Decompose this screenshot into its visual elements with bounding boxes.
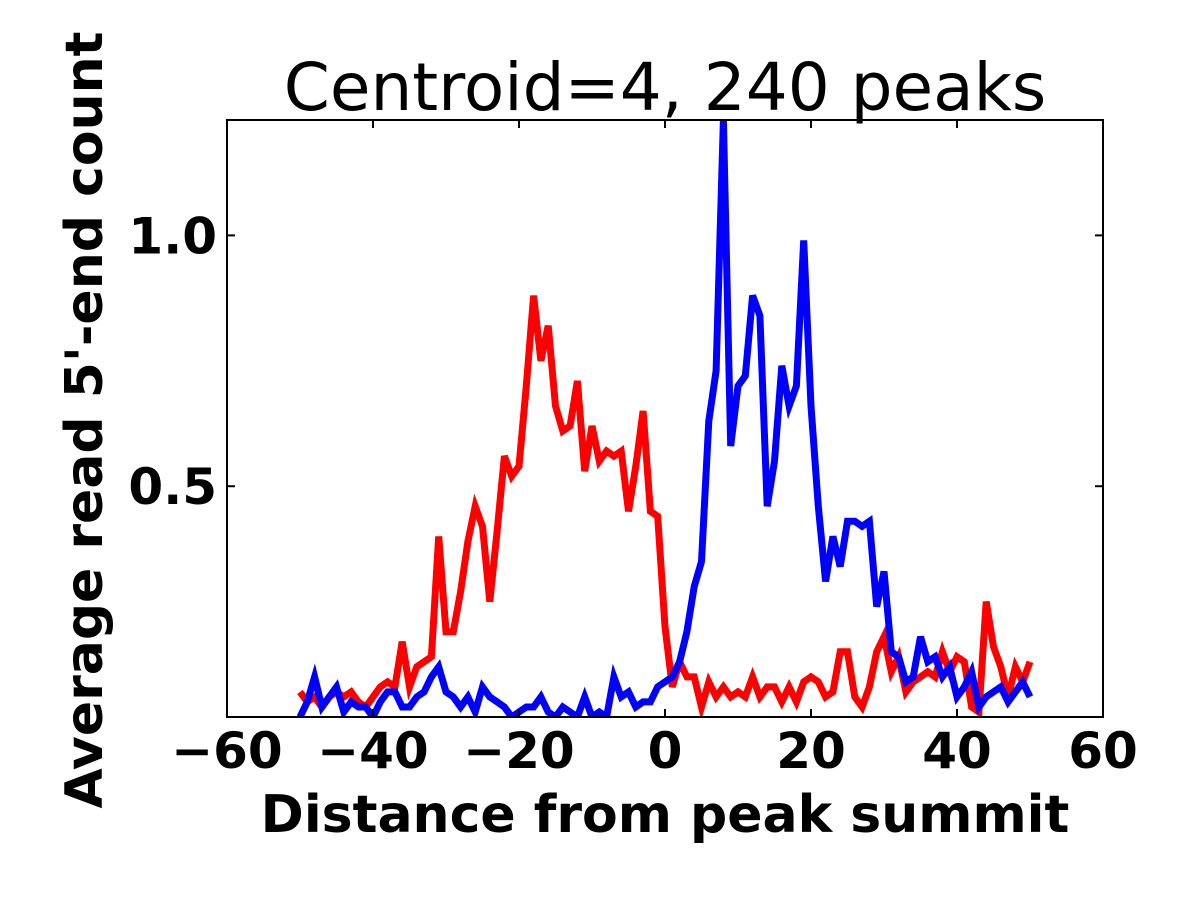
chart-title: Centroid=4, 240 peaks <box>284 49 1046 126</box>
series-line-blue <box>296 120 1034 717</box>
x-tick-label: −20 <box>463 722 574 780</box>
y-tick-label: 1.0 <box>128 207 217 265</box>
x-tick-label: −40 <box>317 722 428 780</box>
x-axis-label: Distance from peak summit <box>261 785 1070 845</box>
series-line-red <box>297 295 1034 717</box>
x-tick-label: 0 <box>648 722 683 780</box>
series-layer <box>296 120 1034 717</box>
x-tick-label: −60 <box>171 722 282 780</box>
x-tick-label: 60 <box>1068 722 1138 780</box>
x-tick-label: 40 <box>922 722 992 780</box>
y-axis-label: Average read 5'-end count <box>55 32 115 809</box>
ticks-layer <box>226 120 1104 717</box>
x-tick-label: 20 <box>776 722 846 780</box>
tick-labels-layer: −60 −40 −20 0 20 40 60 0.5 1.0 <box>128 207 1137 780</box>
y-tick-label: 0.5 <box>128 458 217 516</box>
